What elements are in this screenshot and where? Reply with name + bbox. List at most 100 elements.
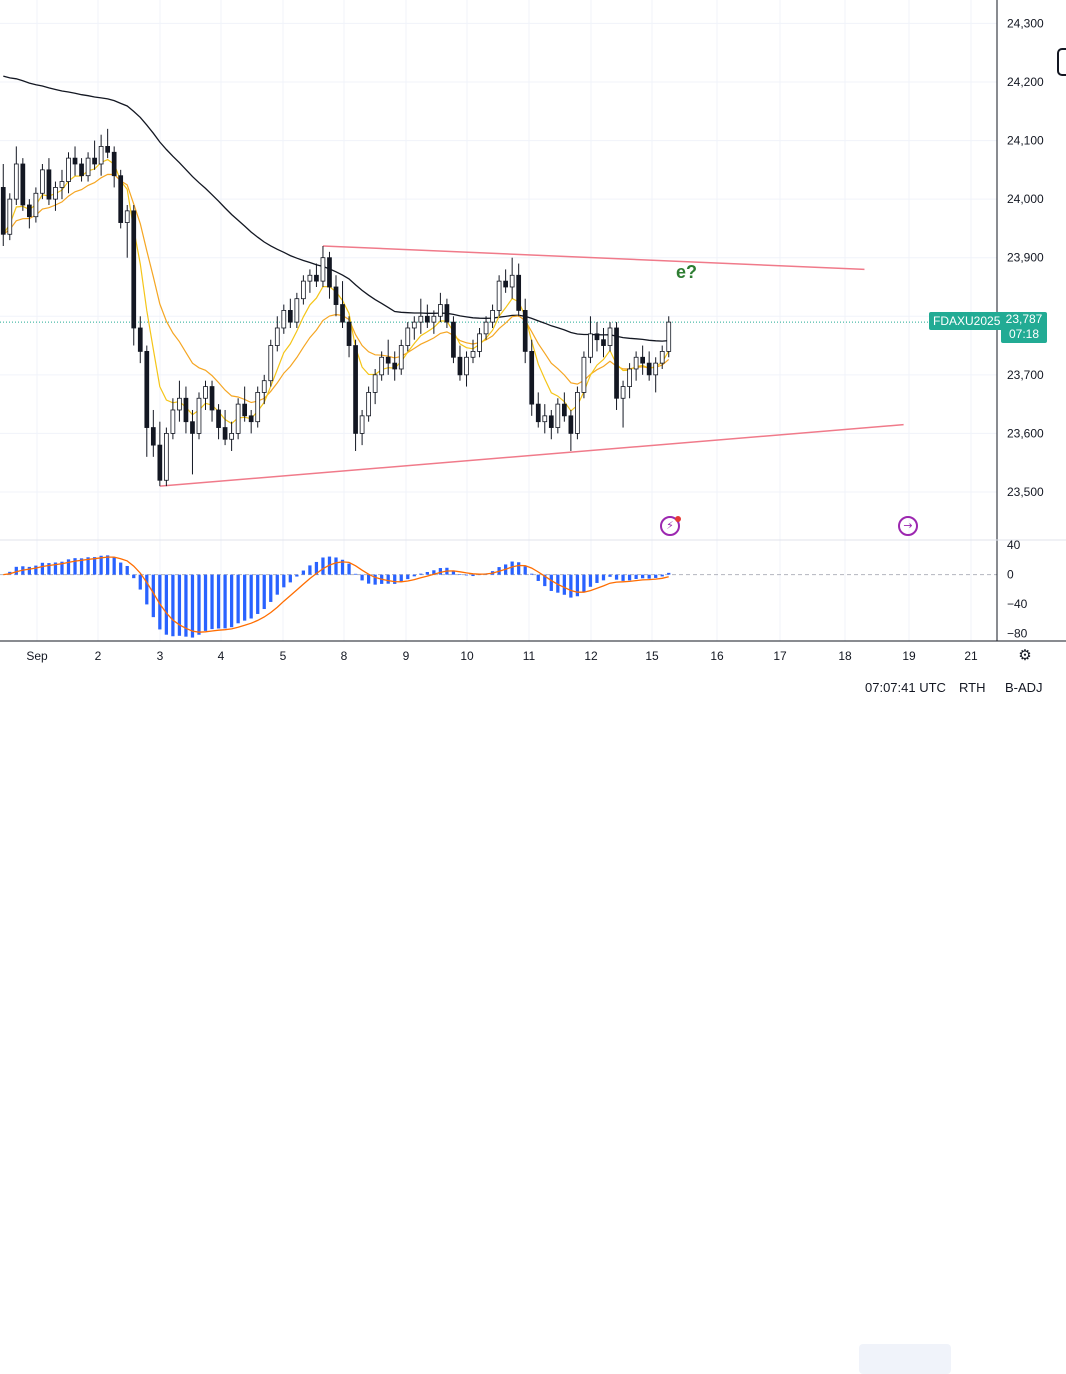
candle-body — [164, 433, 169, 481]
candle-body — [235, 403, 241, 434]
time-tick-label: 18 — [838, 649, 852, 663]
candle-body — [0, 187, 6, 235]
utc-clock[interactable]: 07:07:41 UTC — [865, 680, 946, 695]
candle — [581, 351, 587, 399]
price-tick-label: 23,900 — [1007, 251, 1044, 265]
candle-body — [451, 321, 456, 358]
lightning-icon[interactable]: ⚡ — [660, 516, 680, 536]
candle — [66, 152, 71, 194]
candle — [620, 380, 626, 428]
candle-body — [13, 163, 19, 200]
panel-toggle-button[interactable] — [1057, 48, 1066, 76]
candle-body — [307, 274, 313, 282]
candle — [320, 245, 326, 287]
candle-body — [614, 327, 619, 399]
adjustment-toggle[interactable]: B-ADJ — [1005, 680, 1043, 695]
time-tick-label: 12 — [584, 649, 598, 663]
ma-slow-line — [3, 75, 669, 342]
candle-body — [196, 397, 202, 434]
candle — [235, 398, 241, 440]
candle-body — [66, 157, 71, 182]
candle-body — [27, 204, 32, 218]
candle — [33, 187, 39, 223]
bar-countdown: 07:18 — [1008, 327, 1040, 341]
candle — [529, 339, 535, 416]
chart-canvas[interactable]: 24,30024,20024,10024,00023,90023,80023,7… — [0, 0, 1066, 670]
candle — [268, 339, 274, 387]
candle — [7, 193, 13, 241]
trendlines[interactable] — [159, 245, 904, 487]
candle — [53, 181, 58, 211]
candle — [118, 169, 124, 229]
candle-body — [177, 397, 182, 411]
go-to-realtime-icon[interactable]: → — [898, 516, 918, 536]
time-tick-label: 21 — [964, 649, 978, 663]
candle — [542, 404, 548, 434]
candle — [137, 316, 143, 364]
candle-body — [581, 356, 587, 393]
candle-body — [418, 315, 424, 323]
candle-body — [105, 146, 111, 153]
candle — [27, 199, 32, 229]
time-tick-label: 19 — [902, 649, 916, 663]
candle — [464, 351, 469, 387]
price-tick-label: 23,700 — [1007, 368, 1044, 382]
trendline-lower-support — [159, 423, 904, 487]
candle — [0, 163, 6, 246]
candle-body — [392, 362, 398, 370]
candle-body — [535, 403, 541, 423]
candle — [490, 304, 495, 328]
candle-body — [33, 192, 39, 218]
candle-body — [464, 356, 469, 376]
candle — [79, 158, 84, 182]
price-tick-label: 24,300 — [1007, 16, 1044, 30]
candle-body — [620, 386, 626, 399]
candle-body — [229, 433, 234, 440]
candle — [209, 380, 215, 422]
candle — [144, 345, 150, 457]
candle-body — [157, 444, 163, 481]
candle — [385, 339, 391, 375]
candle-body — [46, 169, 52, 200]
candle — [157, 421, 163, 487]
clock-box[interactable] — [859, 1344, 951, 1374]
candle-body — [111, 151, 117, 177]
candle-body — [503, 280, 508, 288]
candle-body — [470, 351, 476, 358]
candle — [274, 316, 280, 352]
candle-body — [150, 427, 156, 446]
candle — [451, 316, 456, 364]
candle-body — [516, 274, 522, 311]
candle-body — [444, 304, 450, 323]
candle — [607, 322, 613, 352]
session-toggle[interactable]: RTH — [959, 680, 986, 695]
candle-body — [183, 397, 189, 423]
candle — [85, 152, 91, 182]
candle — [509, 257, 515, 299]
candle-body — [457, 356, 463, 376]
chart-annotation[interactable]: e? — [676, 262, 698, 282]
candle-body — [522, 310, 528, 352]
candle — [59, 169, 65, 200]
candle — [72, 146, 78, 176]
candle-body — [92, 157, 97, 165]
candle — [287, 298, 293, 328]
candle — [340, 281, 345, 328]
candle-body — [477, 333, 482, 352]
candle — [242, 386, 248, 422]
candle — [196, 392, 202, 440]
candle-body — [333, 286, 339, 305]
time-tick-label: 5 — [280, 649, 287, 663]
candle — [294, 292, 300, 328]
candle-body — [646, 362, 652, 376]
candle — [659, 345, 665, 369]
candle — [601, 327, 606, 358]
candle — [438, 292, 443, 323]
gear-icon[interactable]: ⚙ — [1018, 646, 1032, 664]
candle — [203, 380, 208, 410]
candle — [588, 316, 593, 364]
candle — [183, 386, 189, 434]
candle-body — [137, 327, 143, 352]
candle-body — [209, 386, 215, 411]
candle-body — [385, 356, 391, 364]
